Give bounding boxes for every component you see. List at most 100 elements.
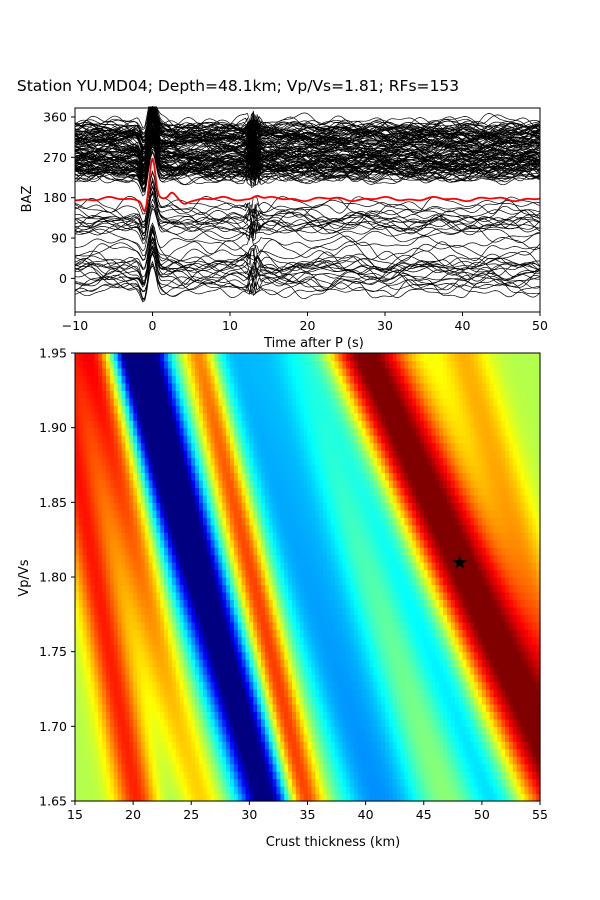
hk-cell — [164, 659, 169, 668]
hk-cell — [357, 562, 363, 571]
hk-cell — [342, 696, 347, 705]
hk-cell — [86, 718, 92, 727]
hk-cell — [117, 651, 123, 660]
hk-cell — [202, 517, 208, 526]
hk-cell — [493, 532, 498, 541]
hk-cell — [396, 733, 402, 742]
hk-cell — [152, 778, 157, 787]
hk-cell — [199, 733, 204, 742]
hk-cell — [86, 502, 92, 511]
hk-cell — [183, 554, 188, 563]
hk-cell — [102, 703, 107, 712]
hk-cell — [454, 502, 460, 511]
hk-cell — [78, 502, 84, 511]
hk-cell — [117, 771, 123, 780]
hk-cell — [532, 696, 537, 705]
hk-cell — [191, 554, 196, 563]
hk-cell — [346, 726, 351, 735]
hk-cell — [233, 584, 239, 593]
hk-cell — [210, 733, 216, 742]
hk-cell — [253, 696, 258, 705]
hk-cell — [121, 703, 126, 712]
hk-cell — [319, 584, 324, 593]
hk-cell — [218, 554, 223, 563]
hk-cell — [326, 718, 332, 727]
hk-cell — [369, 614, 374, 623]
hk-cell — [183, 786, 188, 795]
hk-cell — [350, 681, 355, 690]
hk-cell — [86, 562, 92, 571]
hk-cell — [458, 614, 464, 623]
hk-cell — [160, 793, 165, 802]
hk-cell — [443, 778, 448, 787]
hk-cell — [505, 569, 510, 578]
hk-cell — [292, 703, 297, 712]
hk-cell — [168, 606, 173, 615]
rf-x-tick-label: −10 — [62, 318, 88, 333]
hk-cell — [140, 703, 146, 712]
hk-cell — [245, 659, 250, 668]
hk-cell — [222, 689, 227, 698]
hk-cell — [245, 569, 250, 578]
hk-cell — [160, 763, 165, 772]
hk-cell — [532, 659, 537, 668]
hk-cell — [474, 524, 479, 533]
hk-cell — [102, 763, 107, 772]
hk-cell — [447, 689, 452, 698]
hk-cell — [109, 636, 115, 645]
hk-cell — [253, 689, 258, 698]
hk-cell — [458, 696, 464, 705]
hk-cell — [171, 547, 177, 556]
hk-cell — [106, 748, 111, 757]
hk-cell — [222, 524, 227, 533]
hk-cell — [82, 539, 88, 548]
hk-cell — [408, 636, 413, 645]
hk-cell — [125, 509, 130, 518]
hk-cell — [109, 554, 115, 563]
hk-cell — [121, 517, 126, 526]
hk-cell — [439, 793, 444, 802]
rf-trace — [74, 136, 541, 185]
hk-cell — [412, 763, 417, 772]
hk-cell — [90, 681, 95, 690]
hk-cell — [392, 718, 398, 727]
hk-cell — [423, 629, 429, 638]
hk-cell — [478, 771, 483, 780]
hk-cell — [466, 629, 471, 638]
hk-cell — [470, 524, 475, 533]
hk-cell — [357, 756, 363, 765]
hk-cell — [129, 621, 134, 630]
hk-cell — [129, 606, 134, 615]
hk-cell — [303, 562, 309, 571]
hk-cell — [144, 756, 150, 765]
hk-cell — [497, 733, 502, 742]
hk-cell — [326, 666, 332, 675]
hk-cell — [396, 741, 402, 750]
hk-cell — [156, 659, 161, 668]
hk-cell — [179, 778, 185, 787]
hk-cell — [117, 696, 123, 705]
hk-cell — [524, 748, 529, 757]
hk-cell — [536, 733, 541, 742]
hk-cell — [90, 606, 95, 615]
hk-cell — [404, 532, 409, 541]
hk-cell — [470, 696, 475, 705]
hk-cell — [489, 786, 495, 795]
hk-cell — [478, 636, 483, 645]
hk-cell — [90, 718, 95, 727]
hk-cell — [412, 629, 417, 638]
hk-cell — [478, 547, 483, 556]
hk-cell — [230, 733, 235, 742]
hk-cell — [152, 718, 157, 727]
hk-cell — [532, 644, 537, 653]
hk-cell — [354, 741, 359, 750]
hk-cell — [319, 517, 324, 526]
hk-cell — [292, 659, 297, 668]
hk-cell — [137, 509, 142, 518]
hk-cell — [210, 539, 216, 548]
hk-cell — [249, 554, 254, 563]
hk-cell — [392, 674, 398, 683]
hk-cell — [474, 621, 479, 630]
hk-cell — [117, 591, 123, 600]
hk-cell — [512, 674, 518, 683]
